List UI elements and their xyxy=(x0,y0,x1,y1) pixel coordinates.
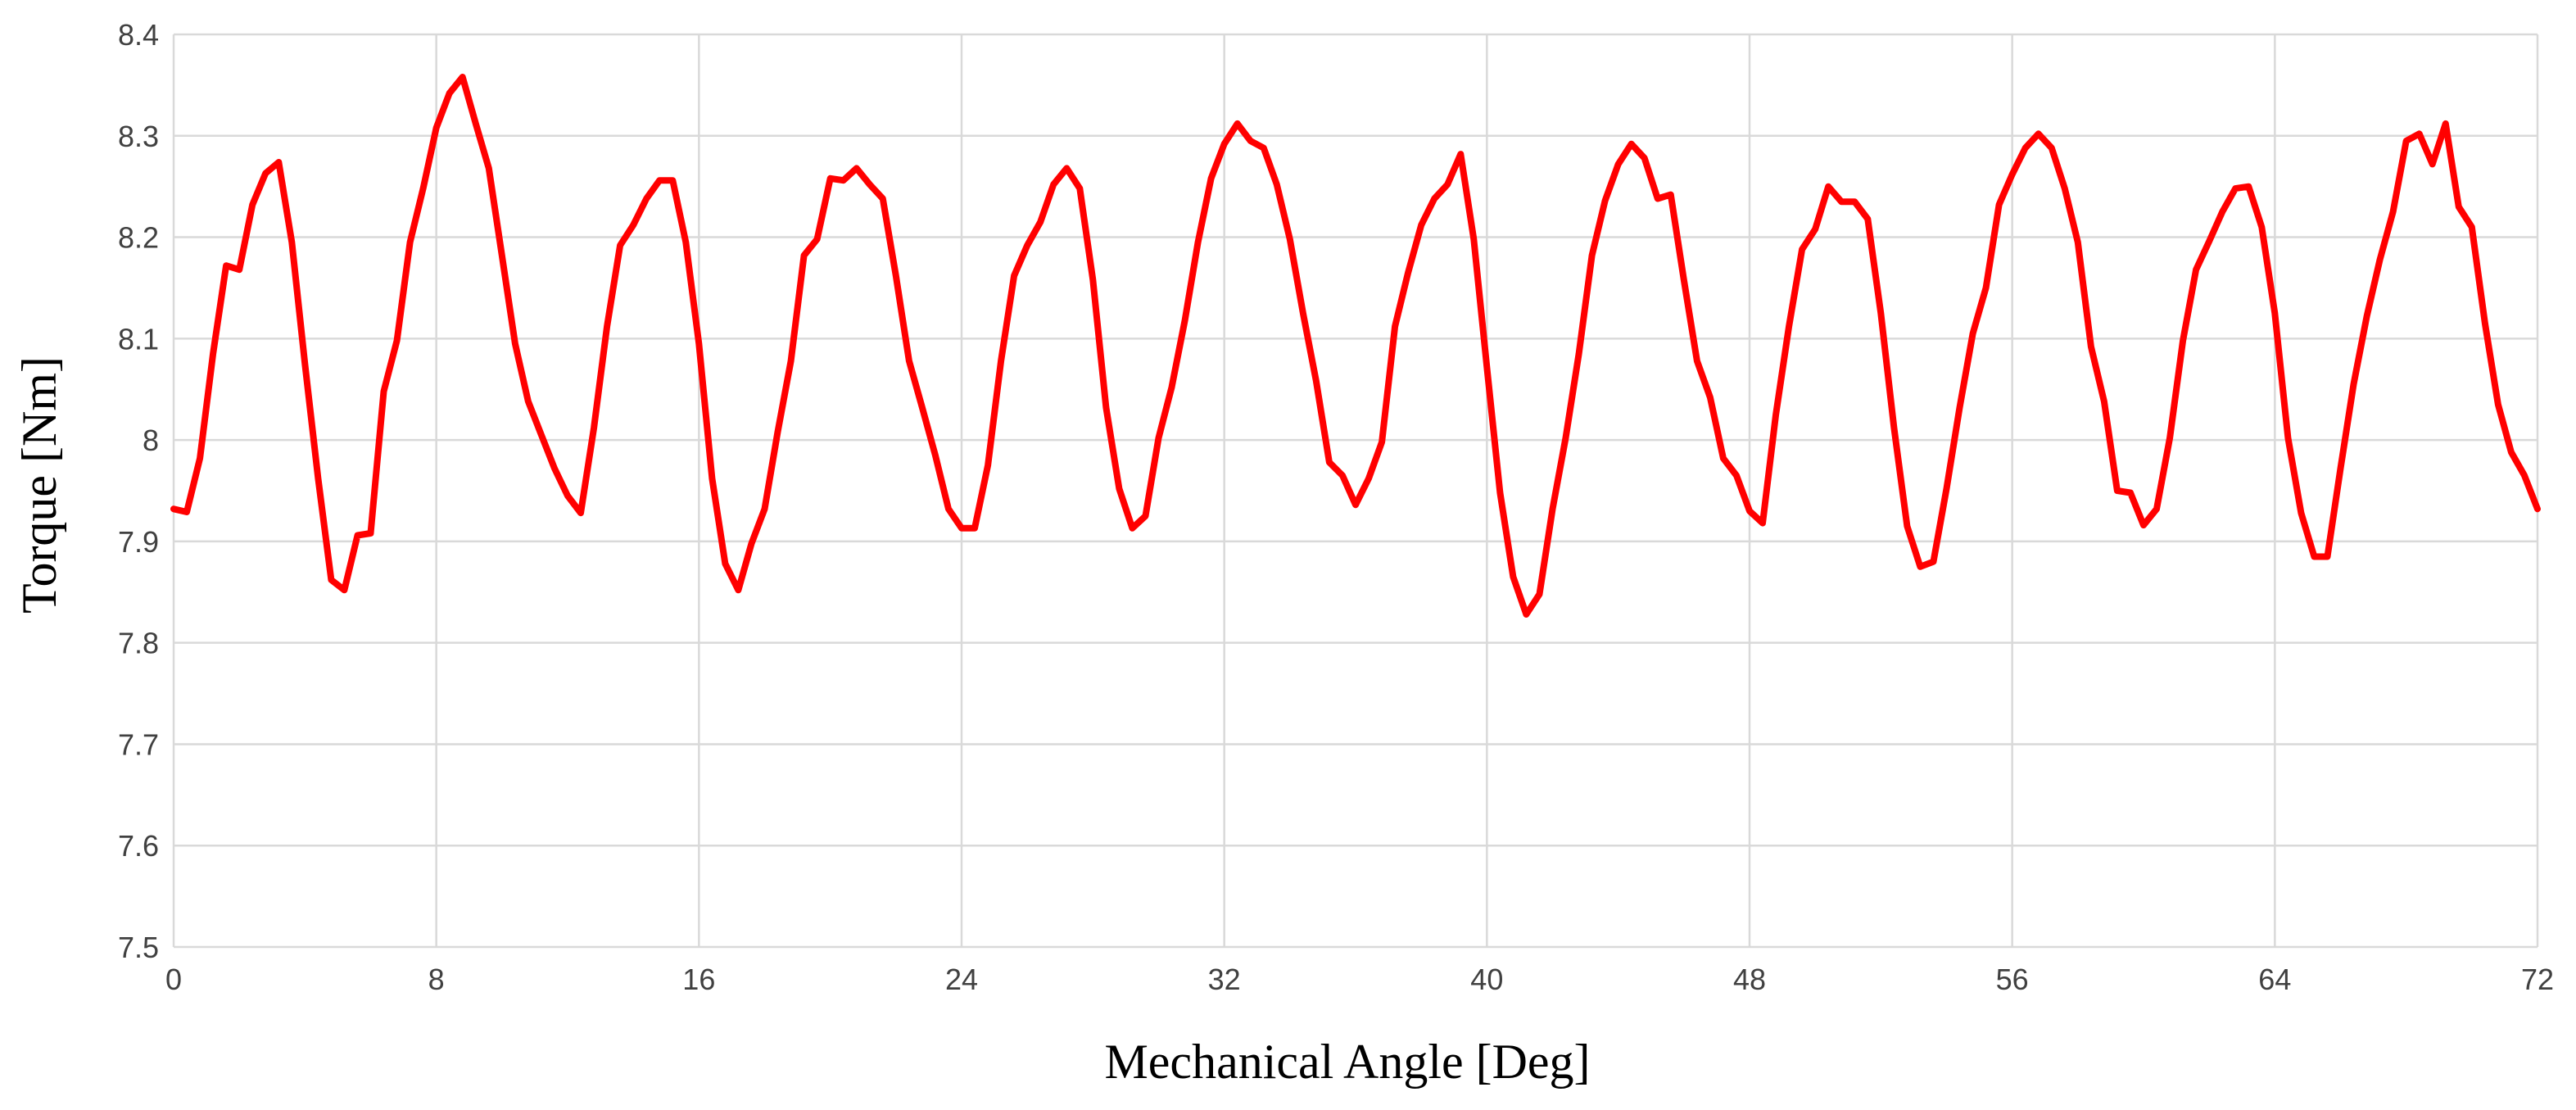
y-tick-label: 7.9 xyxy=(118,525,159,559)
x-axis-ticks: 0 8 16 24 32 40 48 56 64 72 xyxy=(165,963,2554,996)
y-tick-label: 8 xyxy=(143,424,159,457)
y-axis-ticks: 7.5 7.6 7.7 7.8 7.9 8 8.1 8.2 8.3 8.4 xyxy=(118,18,159,964)
x-tick-label: 8 xyxy=(428,963,445,996)
x-tick-label: 0 xyxy=(165,963,182,996)
x-tick-label: 40 xyxy=(1470,963,1503,996)
y-tick-label: 7.8 xyxy=(118,627,159,660)
x-tick-label: 56 xyxy=(1996,963,2029,996)
x-tick-label: 32 xyxy=(1208,963,1241,996)
x-tick-label: 64 xyxy=(2258,963,2291,996)
y-tick-label: 7.7 xyxy=(118,727,159,761)
y-axis-title: Torque [Nm] xyxy=(12,356,66,614)
x-tick-label: 16 xyxy=(682,963,715,996)
x-tick-label: 24 xyxy=(945,963,978,996)
y-tick-label: 8.3 xyxy=(118,120,159,153)
plot-area xyxy=(170,74,2541,618)
torque-series-line xyxy=(170,74,2541,618)
x-tick-label: 72 xyxy=(2521,963,2554,996)
x-axis-title: Mechanical Angle [Deg] xyxy=(1104,1035,1590,1089)
x-tick-label: 48 xyxy=(1733,963,1766,996)
y-tick-label: 8.4 xyxy=(118,18,159,52)
y-tick-label: 7.5 xyxy=(118,931,159,964)
y-tick-label: 8.2 xyxy=(118,221,159,255)
y-tick-label: 8.1 xyxy=(118,322,159,356)
y-tick-label: 7.6 xyxy=(118,829,159,863)
grid xyxy=(172,33,2539,949)
